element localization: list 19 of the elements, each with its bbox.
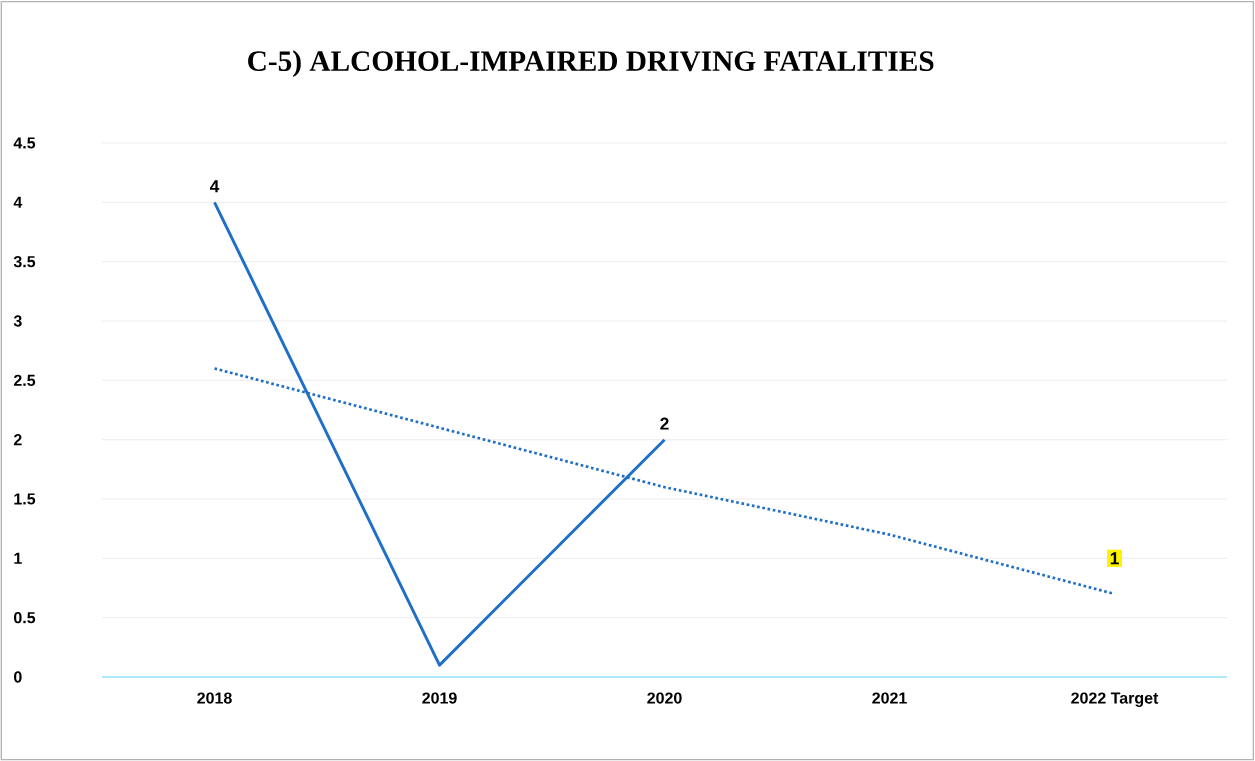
y-tick-label: 1.5 bbox=[14, 493, 36, 505]
y-tick-label: 0.5 bbox=[14, 612, 36, 624]
y-tick-label: 3 bbox=[13, 315, 22, 327]
x-tick-label: 2020 bbox=[647, 692, 682, 704]
y-tick-label: 0 bbox=[14, 671, 22, 683]
x-tick-label: 2018 bbox=[197, 692, 232, 704]
data-label: 4 bbox=[209, 180, 220, 193]
y-tick-label: 3.5 bbox=[13, 255, 36, 268]
data-label: 2 bbox=[660, 417, 669, 430]
x-tick-label: 2021 bbox=[872, 692, 907, 704]
y-tick-label: 4 bbox=[13, 196, 23, 208]
x-tick-label: 2022 Target bbox=[1071, 692, 1159, 707]
y-tick-label: 2.5 bbox=[13, 374, 36, 386]
y-tick-label: 2 bbox=[13, 434, 22, 446]
y-tick-label: 1 bbox=[14, 552, 22, 564]
x-tick-label: 2019 bbox=[422, 692, 457, 704]
chart-title: C-5) ALCOHOL-IMPAIRED DRIVING FATALITIES bbox=[248, 50, 934, 77]
y-tick-label: 4.5 bbox=[13, 137, 36, 149]
annotation: 1 bbox=[1110, 552, 1119, 565]
